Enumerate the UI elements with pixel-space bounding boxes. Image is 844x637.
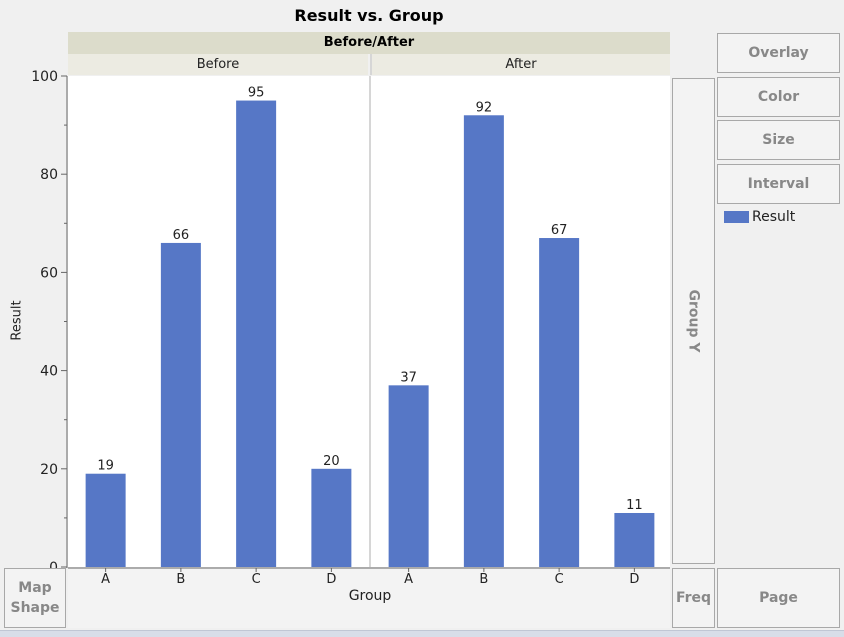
chart-title: Result vs. Group bbox=[294, 6, 444, 25]
bar bbox=[388, 385, 429, 567]
map-shape-zone[interactable]: Map Shape bbox=[4, 568, 66, 628]
panel-label-before: Before bbox=[68, 54, 368, 75]
group-y-label: Group Y bbox=[685, 289, 702, 353]
bar bbox=[85, 473, 126, 567]
map-label: Map bbox=[18, 580, 52, 596]
x-axis-band bbox=[68, 568, 670, 628]
data-label: 20 bbox=[323, 454, 340, 469]
bar bbox=[463, 115, 504, 567]
legend-swatch bbox=[724, 211, 749, 223]
x-tick-label: D bbox=[326, 572, 336, 587]
data-label: 11 bbox=[626, 498, 643, 513]
x-tick-label: A bbox=[404, 572, 413, 587]
bar bbox=[311, 468, 352, 567]
bottom-strip bbox=[0, 630, 844, 637]
freq-zone[interactable]: Freq bbox=[672, 568, 715, 628]
overlay-zone[interactable]: Overlay bbox=[717, 33, 840, 73]
y-tick-label: 80 bbox=[40, 167, 58, 183]
facet-header[interactable]: Before/After bbox=[68, 32, 670, 54]
panel-label-after: After bbox=[370, 54, 670, 75]
data-label: 19 bbox=[97, 459, 114, 474]
data-label: 92 bbox=[476, 100, 493, 115]
legend[interactable]: Result bbox=[724, 209, 795, 225]
data-label: 95 bbox=[248, 86, 265, 101]
x-tick-label: C bbox=[555, 572, 564, 587]
legend-label: Result bbox=[752, 209, 796, 225]
bar bbox=[236, 100, 277, 568]
page-zone[interactable]: Page bbox=[717, 568, 840, 628]
color-zone[interactable]: Color bbox=[717, 77, 840, 117]
y-tick-label: 100 bbox=[31, 69, 58, 85]
data-label: 66 bbox=[173, 228, 190, 243]
bar bbox=[614, 512, 655, 567]
y-tick-label: 60 bbox=[40, 265, 58, 281]
group-y-zone[interactable]: Group Y bbox=[672, 78, 715, 564]
size-zone[interactable]: Size bbox=[717, 120, 840, 160]
data-label: 37 bbox=[400, 370, 417, 385]
data-label: 67 bbox=[551, 223, 568, 238]
y-tick-label: 40 bbox=[40, 364, 58, 380]
interval-zone[interactable]: Interval bbox=[717, 164, 840, 204]
x-tick-label: B bbox=[176, 572, 185, 587]
bar bbox=[160, 242, 201, 567]
y-tick-label: 20 bbox=[40, 462, 58, 478]
shape-label: Shape bbox=[10, 600, 60, 616]
x-tick-label: C bbox=[252, 572, 261, 587]
bar bbox=[539, 238, 580, 567]
x-tick-label: B bbox=[479, 572, 488, 587]
x-tick-label: D bbox=[629, 572, 639, 587]
x-tick-label: A bbox=[101, 572, 110, 587]
y-axis-title[interactable]: Result bbox=[9, 300, 25, 341]
x-axis-title[interactable]: Group bbox=[348, 588, 392, 604]
